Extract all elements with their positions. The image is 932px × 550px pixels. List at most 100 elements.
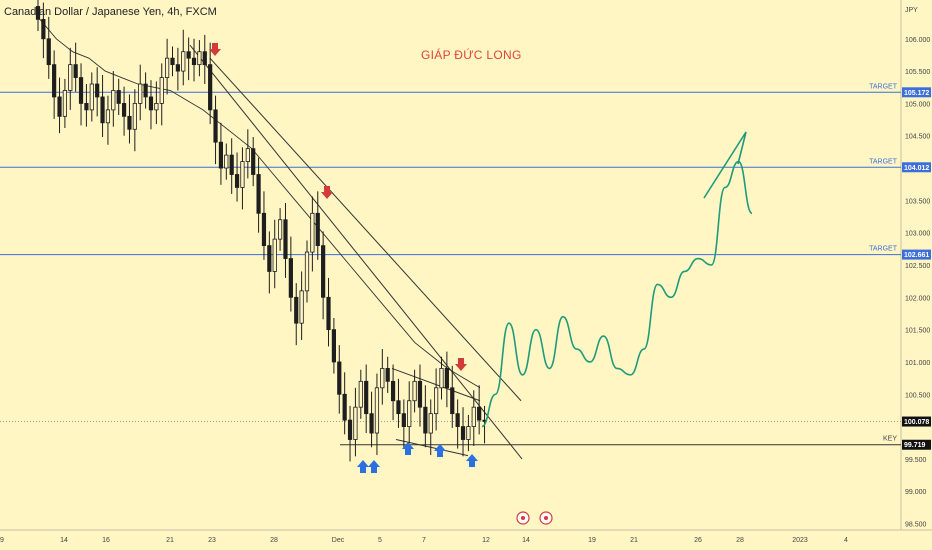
time-tick-label: 26 [694,537,702,544]
candle-down [121,103,127,117]
candle-down [347,419,353,440]
price-tick-label: 100.500 [905,392,930,399]
candle-down [202,51,207,66]
time-tick-label: 4 [844,537,848,544]
candle-down [251,148,256,175]
candle-down [41,18,46,40]
candle-up [277,219,283,240]
candlesticks [35,0,487,462]
candle-down [100,96,105,124]
candle-up [240,161,245,188]
time-tick-label: 28 [270,537,278,544]
time-axis[interactable]: 9 14 16 21 23 28 Dec 5 7 12 14 19 21 26 28 2023 4 [0,537,848,544]
price-badges: 105.172 104.012 102.661 99.719 100.078 [902,87,931,450]
time-tick-label: 19 [588,537,596,544]
candle-up [68,64,73,91]
candle-down [78,77,84,104]
candle-down [477,406,482,421]
price-tick-label: 101.500 [905,328,930,335]
candle-down [52,64,57,98]
candle-down [229,154,234,175]
candle-down [390,380,396,402]
price-tick-label: 102.500 [905,263,930,270]
time-tick-label: 5 [378,537,382,544]
candle-down [364,380,369,415]
candle-up [154,103,159,111]
candle-down [261,212,267,247]
price-badge [902,249,931,260]
candle-down [213,109,218,143]
candle-down [175,64,180,72]
candle-down [326,296,331,331]
up-arrow-icon [368,460,380,473]
candle-up [310,212,315,253]
candle-up [358,380,363,408]
price-tick-label: 105.500 [905,69,930,76]
price-axis-unit: JPY [905,7,918,14]
up-arrow-icon [357,460,369,473]
candle-up [197,51,202,66]
candle-down [170,57,175,66]
candle-down [331,329,337,363]
candle-down [288,258,293,298]
candle-up [434,387,439,415]
price-tick-label: 103.000 [905,231,930,238]
candle-down [401,413,406,427]
time-tick-label: 9 [0,537,4,544]
time-tick-label: 2023 [792,537,808,544]
time-tick-label: 21 [630,537,638,544]
down-arrow-icon [209,43,221,56]
candle-down [35,6,41,20]
candle-up [159,77,164,104]
candle-down [95,83,100,98]
time-tick-label: 23 [208,537,216,544]
up-arrow-icon [466,454,478,467]
candle-up [132,103,137,130]
candle-up [272,238,277,272]
price-tick-label: 98.500 [905,522,927,529]
up-arrow-icon [402,442,414,455]
candle-up [471,406,476,427]
time-tick-label: Dec [332,537,345,544]
candle-down [342,393,347,421]
candle-down [127,115,132,130]
price-badge [902,162,931,173]
down-arrow-icon [321,186,333,199]
candle-up [304,251,310,292]
time-tick-label: 12 [482,537,490,544]
time-tick-label: 21 [166,537,174,544]
target-label: TARGET [869,158,898,165]
signal-arrows [209,43,747,473]
trend-lines [189,44,523,460]
chart-title: Canadian Dollar / Japanese Yen, 4h, FXCM [4,6,217,18]
candle-down [321,245,326,298]
time-tick-label: 14 [522,537,530,544]
candle-up [105,109,111,124]
candle-up [111,90,116,111]
time-tick-label: 28 [736,537,744,544]
candle-down [148,96,154,111]
candle-down [460,426,466,440]
trend-line [209,57,522,402]
candle-down [369,413,374,434]
event-markers[interactable] [516,511,553,525]
candle-up [466,426,471,440]
candle-up [138,83,143,104]
candle-up [89,83,94,111]
price-tick-label: 99.500 [905,457,927,464]
candle-up [165,57,170,78]
last-price-label: 100.078 [904,419,929,426]
projection-arrowhead [703,131,747,199]
price-badge-label: 104.012 [904,165,929,172]
price-badge [902,87,931,98]
price-axis[interactable]: 106.000105.500105.000104.500104.000103.5… [905,37,930,529]
target-label: TARGET [869,246,898,253]
candle-up [62,90,68,117]
candle-up [412,380,417,402]
candle-down [191,57,197,66]
candle-down [218,141,224,169]
down-arrow-icon [455,358,467,371]
candle-up [428,413,433,434]
last-price-badge [902,416,931,427]
